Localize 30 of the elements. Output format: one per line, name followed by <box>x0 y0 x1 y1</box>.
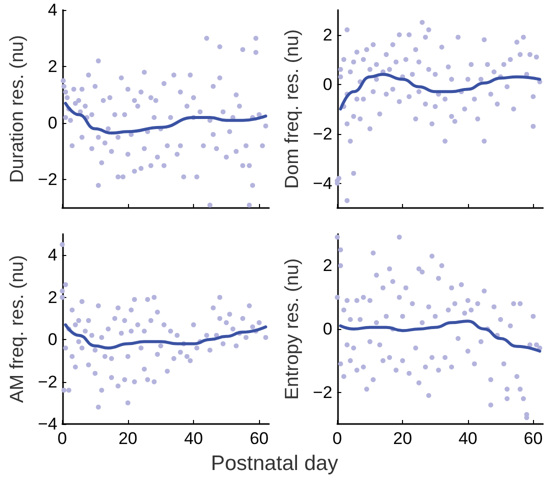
y-tick-label: −2 <box>38 170 58 190</box>
line-series <box>339 72 542 110</box>
y-tick-label: 2 <box>48 57 58 76</box>
y-tick-label: 2 <box>48 288 58 307</box>
x-tick-label: 40 <box>184 429 203 448</box>
x-tick-label: 40 <box>458 429 478 448</box>
y-tick-label: 0 <box>322 320 332 338</box>
y-tick-label: 0 <box>48 330 58 350</box>
y-tick-label: −4 <box>38 414 58 434</box>
y-tick-label: 2 <box>322 256 332 276</box>
x-tick-label: 60 <box>250 429 269 448</box>
y-tick-label: 0 <box>322 74 332 94</box>
y-tick-label: −2 <box>38 372 58 392</box>
y-tick-label: −2 <box>312 124 332 144</box>
y-axis-title: Duration res. (nu) <box>7 35 28 183</box>
y-tick-label: 4 <box>48 246 58 265</box>
y-tick-label: 2 <box>322 25 332 44</box>
y-tick-label: −4 <box>312 174 332 193</box>
x-tick-label: 60 <box>524 429 543 448</box>
y-tick-label: 4 <box>48 0 58 20</box>
y-axis-title: AM freq. res. (nu) <box>7 255 28 403</box>
x-tick-label: 20 <box>393 429 412 448</box>
y-tick-label: 0 <box>48 114 58 133</box>
y-axis-title: Dom freq. res. (nu) <box>282 29 303 189</box>
y-tick-label: −2 <box>312 382 332 402</box>
x-axis-title: Postnatal day <box>210 452 340 476</box>
x-tick-label: 20 <box>118 429 138 448</box>
y-axis-title: Entropy res. (nu) <box>282 258 303 400</box>
line-series <box>339 320 542 353</box>
line-series <box>64 323 268 350</box>
